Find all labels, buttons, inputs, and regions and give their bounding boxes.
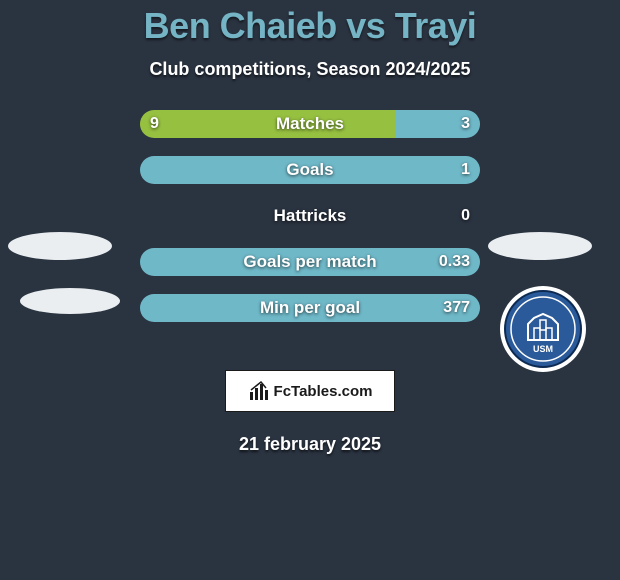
stat-value-right: 3: [461, 110, 470, 138]
stat-label: Goals: [140, 156, 480, 184]
subtitle: Club competitions, Season 2024/2025: [0, 59, 620, 80]
stat-value-left: 9: [150, 110, 159, 138]
chart-icon: [248, 380, 270, 402]
player-left-placeholder-2: [20, 288, 120, 314]
page-title: Ben Chaieb vs Trayi: [0, 5, 620, 47]
date-label: 21 february 2025: [0, 434, 620, 455]
club-badge-right: USM: [500, 286, 586, 372]
stat-row: Goals per match0.33: [140, 248, 480, 276]
stat-label: Hattricks: [140, 202, 480, 230]
brand-box[interactable]: FcTables.com: [225, 370, 395, 412]
stat-value-right: 0: [461, 202, 470, 230]
stat-label: Min per goal: [140, 294, 480, 322]
stat-row: Matches9 3: [140, 110, 480, 138]
stat-row: Min per goal377: [140, 294, 480, 322]
stat-value-right: 0.33: [439, 248, 470, 276]
stat-label: Goals per match: [140, 248, 480, 276]
brand-label: FcTables.com: [274, 383, 373, 400]
stat-value-right: 1: [461, 156, 470, 184]
player-left-placeholder-1: [8, 232, 112, 260]
stat-label: Matches: [140, 110, 480, 138]
svg-text:USM: USM: [533, 344, 553, 354]
stat-value-right: 377: [443, 294, 470, 322]
player-right-placeholder: [488, 232, 592, 260]
comparison-chart: USM Matches93Goals1Hattricks0Goals per m…: [0, 110, 620, 350]
stat-row: Hattricks0: [140, 202, 480, 230]
shield-icon: USM: [504, 290, 582, 368]
stat-row: Goals1: [140, 156, 480, 184]
